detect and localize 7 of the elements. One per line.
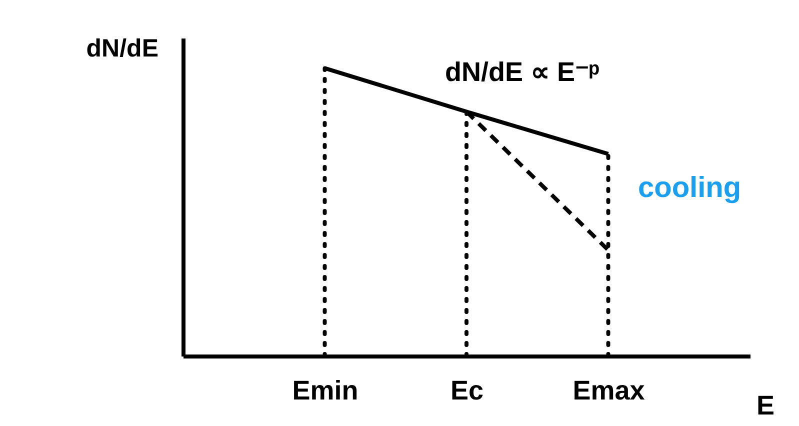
- y-axis-title: dN/dE: [86, 34, 158, 62]
- annotation: dN/dE ∝ E⁻ᵖ: [445, 57, 600, 87]
- x-tick-label: Emin: [292, 376, 358, 406]
- x-tick-label: Emax: [572, 376, 645, 406]
- x-tick-label: Ec: [450, 376, 484, 406]
- x-axis-title: E: [756, 390, 775, 420]
- annotation: cooling: [638, 172, 742, 204]
